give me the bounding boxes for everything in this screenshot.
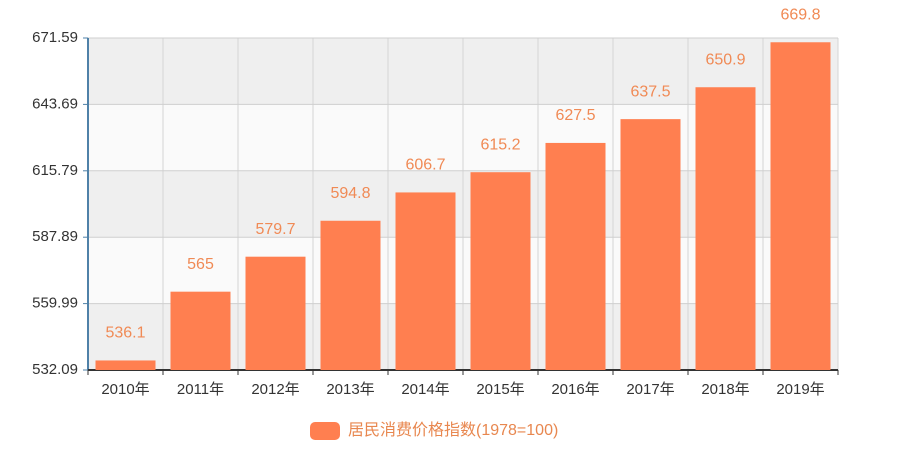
y-tick-label: 532.09 — [32, 361, 78, 378]
y-tick-label: 671.59 — [32, 29, 78, 46]
bar — [395, 192, 456, 370]
y-tick-label: 615.79 — [32, 162, 78, 179]
value-label: 627.5 — [555, 107, 595, 124]
x-tick-label: 2017年 — [626, 381, 674, 398]
bar — [245, 256, 306, 370]
value-label: 579.7 — [255, 221, 295, 238]
y-tick-label: 643.69 — [32, 95, 78, 112]
x-tick-label: 2011年 — [177, 381, 224, 398]
x-tick-label: 2012年 — [251, 381, 299, 398]
legend-swatch — [310, 422, 340, 440]
x-tick-label: 2018年 — [701, 381, 749, 398]
y-tick-label: 587.89 — [32, 228, 78, 245]
x-tick-label: 2016年 — [551, 381, 599, 398]
x-tick-label: 2015年 — [476, 381, 524, 398]
x-tick-label: 2010年 — [101, 381, 149, 398]
x-tick-label: 2019年 — [776, 381, 824, 398]
bar — [470, 172, 531, 370]
value-label: 606.7 — [405, 157, 445, 174]
legend-label: 居民消费价格指数(1978=100) — [348, 421, 558, 439]
bar — [95, 360, 156, 370]
value-label: 669.8 — [780, 6, 820, 23]
value-label: 594.8 — [330, 185, 370, 202]
bar — [545, 142, 606, 370]
value-label: 650.9 — [705, 51, 745, 68]
y-tick-label: 559.99 — [32, 295, 78, 312]
bar — [695, 87, 756, 370]
value-label: 565 — [187, 256, 214, 273]
bar — [620, 119, 681, 370]
x-tick-label: 2013年 — [326, 381, 374, 398]
value-label: 536.1 — [105, 325, 145, 342]
bar — [170, 291, 231, 370]
value-label: 637.5 — [630, 83, 670, 100]
value-label: 615.2 — [480, 136, 520, 153]
bar — [770, 42, 831, 370]
bar — [320, 220, 381, 370]
x-tick-label: 2014年 — [401, 381, 449, 398]
